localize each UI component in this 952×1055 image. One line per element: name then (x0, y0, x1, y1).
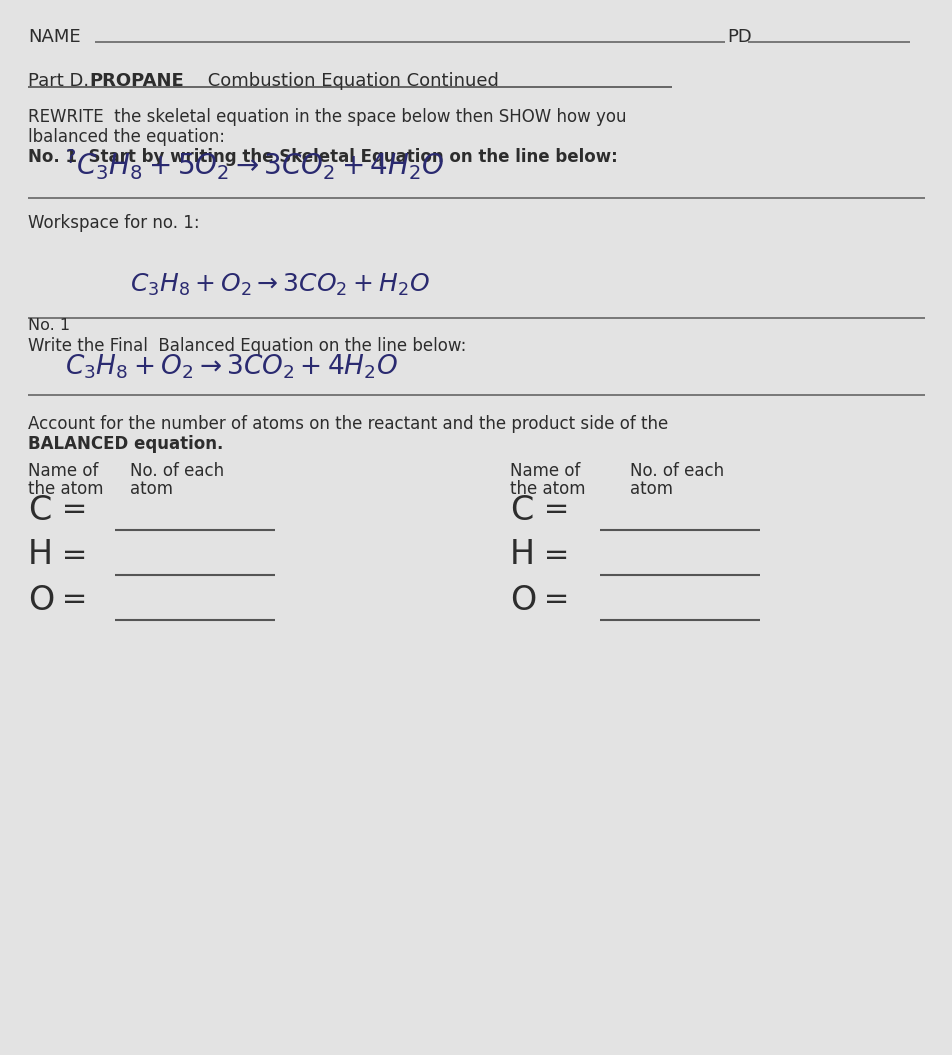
Text: $C_3H_8+O_2\rightarrow 3CO_2+H_2O$: $C_3H_8+O_2\rightarrow 3CO_2+H_2O$ (129, 272, 429, 299)
Text: Part D.: Part D. (28, 72, 95, 90)
Text: Name of: Name of (509, 462, 580, 480)
Text: Account for the number of atoms on the reactant and the product side of the: Account for the number of atoms on the r… (28, 415, 667, 433)
Text: =: = (533, 586, 568, 614)
Text: =: = (52, 540, 88, 570)
Text: O: O (509, 583, 536, 616)
Text: Write the Final  Balanced Equation on the line below:: Write the Final Balanced Equation on the… (28, 337, 466, 354)
Text: Workspace for no. 1:: Workspace for no. 1: (28, 214, 199, 232)
Text: BALANCED equation.: BALANCED equation. (28, 435, 223, 453)
Text: O: O (28, 583, 54, 616)
Text: the atom: the atom (509, 480, 585, 498)
Text: REWRITE  the skeletal equation in the space below then SHOW how you: REWRITE the skeletal equation in the spa… (28, 108, 625, 126)
Text: =: = (52, 586, 88, 614)
Text: H: H (28, 538, 53, 572)
Text: =: = (533, 540, 568, 570)
Text: No. 1  Start by writing the Skeletal Equation on the line below:: No. 1 Start by writing the Skeletal Equa… (28, 148, 617, 166)
Text: =: = (533, 496, 568, 524)
Text: No. of each: No. of each (129, 462, 224, 480)
Text: No. of each: No. of each (629, 462, 724, 480)
Text: NAME: NAME (28, 28, 81, 46)
Text: atom: atom (129, 480, 173, 498)
Text: No. 1: No. 1 (28, 318, 70, 333)
Text: H: H (509, 538, 534, 572)
Text: the atom: the atom (28, 480, 104, 498)
Text: ${}^?C_3H_8+5O_2\rightarrow 3CO_2+4H_2O$: ${}^?C_3H_8+5O_2\rightarrow 3CO_2+4H_2O$ (65, 148, 444, 183)
Text: PD: PD (726, 28, 751, 46)
Text: atom: atom (629, 480, 672, 498)
Text: C: C (28, 494, 51, 526)
Text: C: C (509, 494, 533, 526)
Text: =: = (52, 496, 88, 524)
Text: Name of: Name of (28, 462, 98, 480)
Text: $C_3H_8+O_2\rightarrow 3CO_2+4H_2O$: $C_3H_8+O_2\rightarrow 3CO_2+4H_2O$ (65, 352, 398, 381)
Text: PROPANE: PROPANE (89, 72, 184, 90)
Text: lbalanced the equation:: lbalanced the equation: (28, 128, 225, 146)
Text: Combustion Equation Continued: Combustion Equation Continued (202, 72, 498, 90)
